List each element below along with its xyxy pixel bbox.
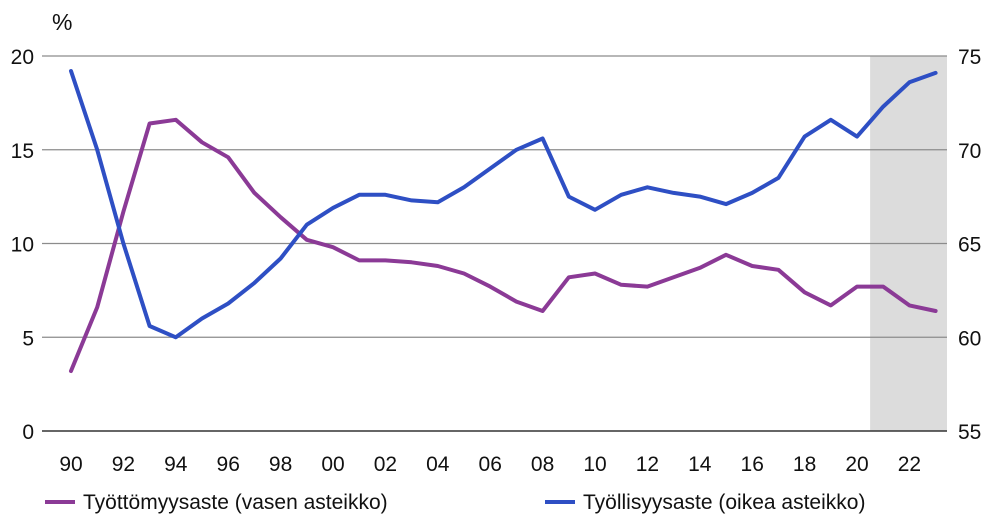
legend-label: Työllisyysaste (oikea asteikko) <box>583 491 865 514</box>
x-axis-tick-label: 12 <box>636 453 659 476</box>
right-axis-tick-label: 75 <box>958 46 981 69</box>
x-axis-tick-label: 08 <box>531 453 554 476</box>
x-axis-tick-label: 90 <box>59 453 82 476</box>
x-axis-tick-label: 14 <box>688 453 712 476</box>
unemployment-rate-line <box>69 117 938 373</box>
x-axis-tick-label: 92 <box>112 453 135 476</box>
x-axis-tick-label: 06 <box>479 453 502 476</box>
legend-label: Työttömyysaste (vasen asteikko) <box>83 491 388 514</box>
x-axis-tick-label: 02 <box>374 453 397 476</box>
employment-rate-line <box>69 69 938 340</box>
x-axis-tick-label: 96 <box>217 453 240 476</box>
left-axis-tick-label: 15 <box>11 140 34 163</box>
x-axis-tick-label: 22 <box>898 453 921 476</box>
left-axis-tick-label: 5 <box>22 327 34 350</box>
left-axis-unit: % <box>52 9 72 35</box>
right-axis-tick-label: 70 <box>958 140 981 163</box>
x-axis-tick-label: 10 <box>583 453 606 476</box>
x-axis-tick-label: 94 <box>164 453 188 476</box>
x-axis-tick-label: 98 <box>269 453 292 476</box>
left-axis-tick-label: 0 <box>22 421 34 444</box>
x-axis-tick-label: 20 <box>845 453 868 476</box>
right-axis-tick-label: 60 <box>958 327 981 350</box>
right-axis-tick-label: 65 <box>958 234 981 257</box>
x-axis-tick-label: 18 <box>793 453 816 476</box>
x-axis-tick-label: 16 <box>741 453 764 476</box>
left-axis-tick-label: 20 <box>11 46 34 69</box>
left-axis-tick-label: 10 <box>11 234 34 257</box>
x-axis-tick-label: 00 <box>321 453 344 476</box>
right-axis-tick-label: 55 <box>958 421 981 444</box>
x-axis-tick-label: 04 <box>426 453 450 476</box>
